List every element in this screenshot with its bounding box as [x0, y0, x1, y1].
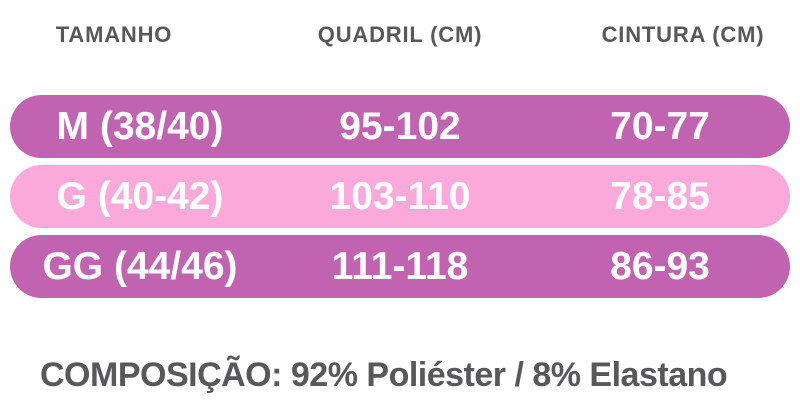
cell-hip-range: 103-110	[329, 174, 471, 218]
table-header-row: TAMANHO QUADRIL (CM) CINTURA (CM)	[10, 22, 790, 48]
cell-waist-range: 70-77	[610, 104, 710, 148]
cell-hip-range: 95-102	[339, 104, 461, 148]
cell-waist-range: 78-85	[610, 174, 710, 218]
column-header-quadril: QUADRIL (CM)	[317, 22, 483, 47]
cell-hip-range: 111-118	[331, 244, 469, 288]
column-header-tamanho: TAMANHO	[55, 22, 173, 47]
column-header-cintura: CINTURA (CM)	[601, 22, 765, 47]
cell-waist-range: 86-93	[610, 244, 710, 288]
table-body: M (38/40) 95-102 70-77 G (40-42) 103-110…	[10, 95, 790, 305]
cell-size-label: GG (44/46)	[42, 244, 238, 288]
cell-size-label: G (40-42)	[56, 174, 224, 218]
cell-size-label: M (38/40)	[56, 104, 224, 148]
table-row-size-m: M (38/40) 95-102 70-77	[10, 95, 790, 158]
composition-note: COMPOSIÇÃO: 92% Poliéster / 8% Elastano	[40, 356, 728, 394]
table-row-size-gg: GG (44/46) 111-118 86-93	[10, 235, 790, 298]
table-row-size-g: G (40-42) 103-110 78-85	[10, 165, 790, 228]
